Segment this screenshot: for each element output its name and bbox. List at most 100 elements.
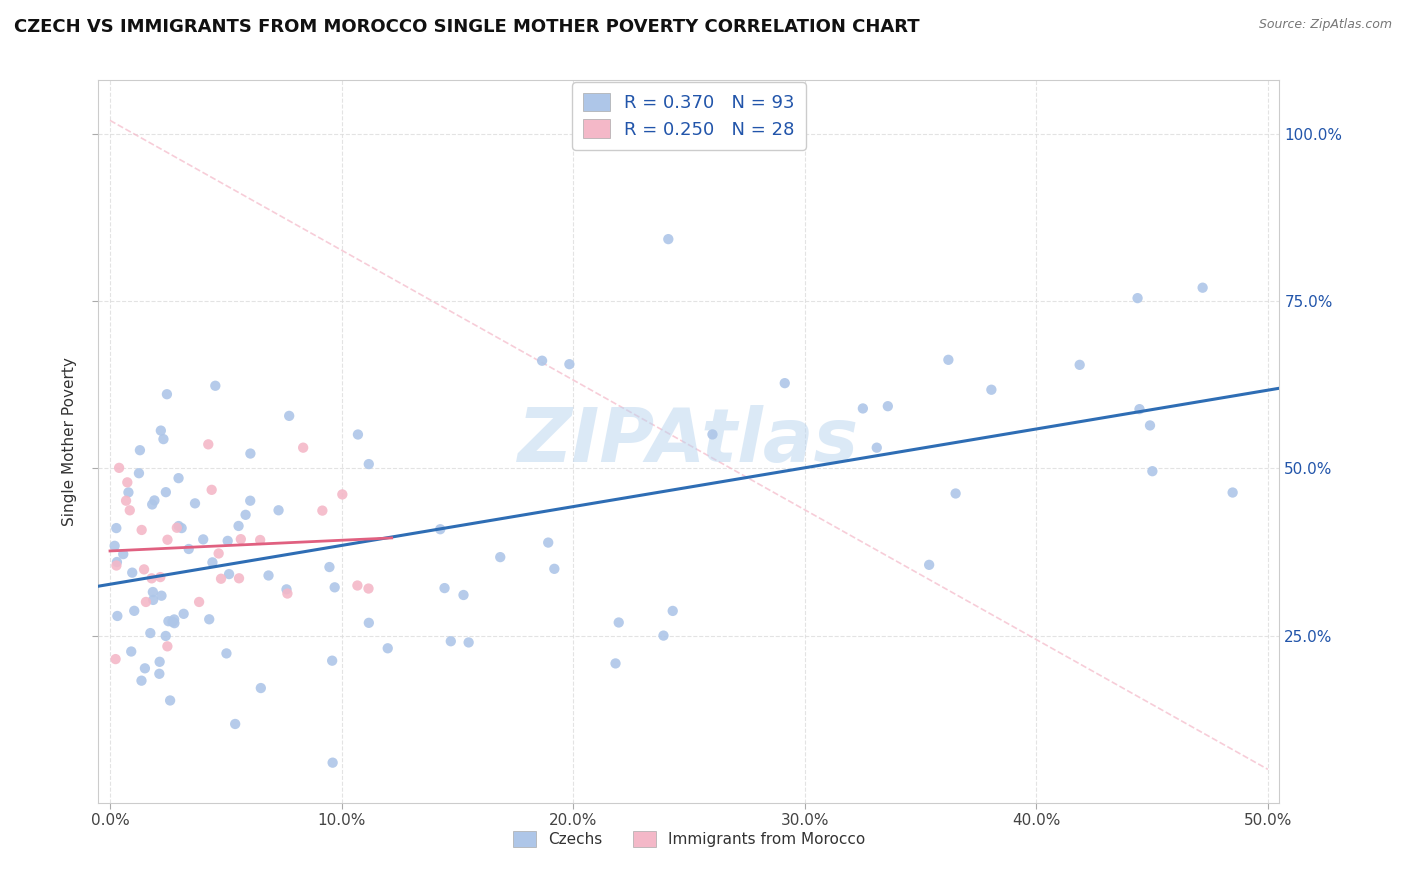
- Point: [276, 586, 298, 600]
- Point: [235, 508, 257, 522]
- Point: [357, 582, 380, 596]
- Point: [980, 383, 1002, 397]
- Point: [489, 550, 512, 565]
- Point: [276, 582, 298, 597]
- Point: [135, 595, 157, 609]
- Point: [773, 376, 796, 391]
- Point: [433, 581, 456, 595]
- Point: [167, 471, 190, 485]
- Point: [108, 461, 131, 475]
- Point: [218, 567, 240, 582]
- Point: [558, 357, 581, 371]
- Point: [876, 399, 898, 413]
- Point: [157, 614, 180, 628]
- Point: [163, 612, 186, 626]
- Point: [224, 717, 246, 731]
- Point: [105, 521, 128, 535]
- Point: [330, 487, 353, 501]
- Point: [607, 615, 630, 630]
- Text: CZECH VS IMMIGRANTS FROM MOROCCO SINGLE MOTHER POVERTY CORRELATION CHART: CZECH VS IMMIGRANTS FROM MOROCCO SINGLE …: [14, 18, 920, 36]
- Point: [938, 352, 960, 367]
- Point: [866, 441, 889, 455]
- Point: [537, 535, 560, 549]
- Point: [440, 634, 463, 648]
- Point: [163, 616, 186, 631]
- Point: [112, 547, 135, 561]
- Point: [357, 615, 380, 630]
- Point: [201, 483, 224, 497]
- Point: [188, 595, 211, 609]
- Point: [1069, 358, 1091, 372]
- Point: [105, 609, 128, 624]
- Point: [239, 493, 262, 508]
- Point: [198, 612, 221, 626]
- Point: [148, 666, 170, 681]
- Point: [120, 644, 142, 658]
- Point: [155, 629, 177, 643]
- Point: [139, 626, 162, 640]
- Point: [141, 498, 163, 512]
- Point: [322, 756, 344, 770]
- Point: [167, 519, 190, 533]
- Point: [166, 521, 188, 535]
- Point: [1191, 281, 1213, 295]
- Point: [128, 467, 150, 481]
- Point: [117, 485, 139, 500]
- Point: [117, 475, 139, 490]
- Point: [377, 641, 399, 656]
- Point: [453, 588, 475, 602]
- Point: [852, 401, 875, 416]
- Point: [201, 555, 224, 569]
- Point: [115, 493, 138, 508]
- Point: [318, 560, 340, 574]
- Point: [129, 443, 152, 458]
- Point: [661, 604, 683, 618]
- Point: [159, 693, 181, 707]
- Point: [918, 558, 941, 572]
- Point: [945, 486, 967, 500]
- Point: [1128, 402, 1150, 417]
- Point: [267, 503, 290, 517]
- Point: [228, 571, 250, 585]
- Point: [1139, 418, 1161, 433]
- Point: [170, 521, 193, 535]
- Point: [193, 533, 215, 547]
- Point: [177, 541, 200, 556]
- Point: [239, 446, 262, 460]
- Point: [143, 493, 166, 508]
- Point: [249, 533, 271, 547]
- Point: [215, 647, 238, 661]
- Point: [121, 566, 143, 580]
- Point: [149, 424, 172, 438]
- Point: [152, 432, 174, 446]
- Point: [250, 681, 273, 695]
- Point: [1222, 485, 1244, 500]
- Point: [346, 578, 368, 592]
- Point: [142, 593, 165, 607]
- Point: [155, 485, 177, 500]
- Point: [173, 607, 195, 621]
- Point: [429, 522, 451, 536]
- Point: [543, 562, 565, 576]
- Point: [1142, 464, 1164, 478]
- Point: [321, 654, 343, 668]
- Point: [131, 673, 153, 688]
- Point: [278, 409, 301, 423]
- Point: [1126, 291, 1149, 305]
- Point: [702, 427, 724, 442]
- Point: [208, 546, 231, 560]
- Point: [347, 427, 370, 442]
- Point: [156, 533, 179, 547]
- Point: [142, 585, 165, 599]
- Point: [132, 562, 155, 576]
- Point: [156, 640, 179, 654]
- Point: [209, 572, 232, 586]
- Point: [118, 503, 141, 517]
- Point: [149, 570, 172, 584]
- Point: [184, 496, 207, 510]
- Point: [229, 532, 252, 546]
- Point: [204, 378, 226, 392]
- Point: [257, 568, 280, 582]
- Point: [311, 503, 333, 517]
- Point: [292, 441, 315, 455]
